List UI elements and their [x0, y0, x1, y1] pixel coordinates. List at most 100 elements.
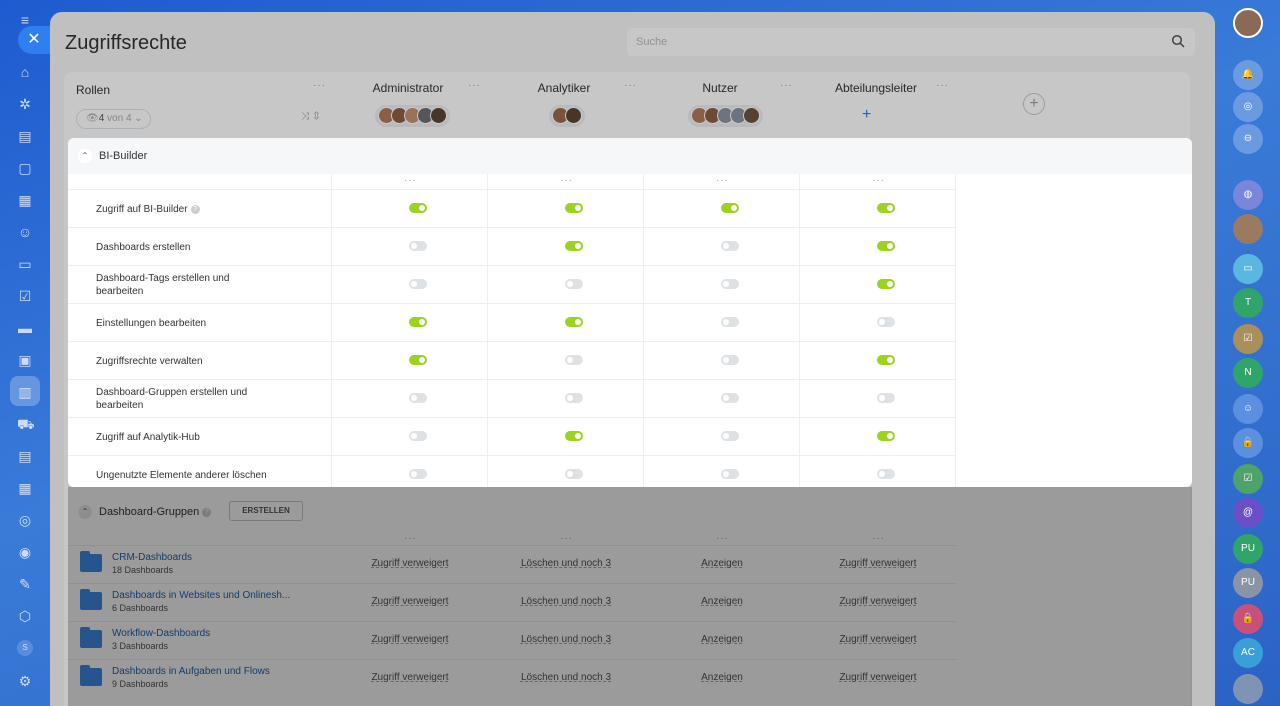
permission-toggle[interactable] — [409, 393, 427, 403]
permission-toggle[interactable] — [565, 279, 583, 289]
analytiker-avatars[interactable] — [549, 105, 585, 127]
schedule-icon[interactable]: ▦ — [18, 480, 32, 496]
create-button[interactable]: ERSTELLEN — [229, 501, 303, 521]
chat-badge-pu[interactable]: PU — [1233, 534, 1263, 564]
permission-toggle[interactable] — [877, 241, 895, 251]
access-level-link[interactable]: Zugriff verweigert — [839, 596, 917, 607]
group-name-link[interactable]: Workflow-Dashboards — [112, 628, 211, 639]
access-level-link[interactable]: Zugriff verweigert — [839, 634, 917, 645]
permission-toggle[interactable] — [409, 355, 427, 365]
col-more-icon[interactable]: ··· — [872, 175, 885, 186]
access-level-link[interactable]: Löschen und noch 3 — [520, 672, 612, 683]
badge-s[interactable]: S — [17, 640, 33, 656]
chat-lock-icon[interactable]: 🔒 — [1233, 428, 1263, 458]
robot-icon[interactable]: ◎ — [18, 512, 32, 528]
copilot-icon[interactable]: ◍ — [1233, 180, 1263, 210]
settings-icon[interactable]: ⚙ — [18, 673, 32, 689]
permission-toggle[interactable] — [565, 317, 583, 327]
chevron-up-icon[interactable]: ⌃ — [78, 505, 92, 519]
access-level-link[interactable]: Anzeigen — [701, 634, 743, 645]
permission-toggle[interactable] — [721, 469, 739, 479]
help-icon[interactable]: ? — [190, 204, 200, 214]
add-role-button[interactable]: + — [1023, 93, 1045, 115]
chat-team-icon[interactable]: ☺ — [1233, 394, 1263, 424]
roles-filter[interactable]: 👁4 von 4 ⌄ — [76, 109, 151, 129]
permission-toggle[interactable] — [877, 469, 895, 479]
group-name-link[interactable]: Dashboards in Aufgaben und Flows — [112, 666, 270, 677]
permission-toggle[interactable] — [877, 317, 895, 327]
documents-icon[interactable]: ▭ — [18, 256, 32, 272]
chat-at-icon[interactable]: @ — [1233, 498, 1263, 528]
administrator-more-icon[interactable]: ··· — [468, 80, 481, 91]
permission-toggle[interactable] — [409, 317, 427, 327]
sign-icon[interactable]: ✎ — [19, 576, 31, 592]
access-level-link[interactable]: Löschen und noch 3 — [520, 596, 612, 607]
permission-toggle[interactable] — [721, 279, 739, 289]
analytiker-more-icon[interactable]: ··· — [624, 80, 637, 91]
permission-toggle[interactable] — [877, 393, 895, 403]
col-more-icon[interactable]: ··· — [560, 175, 573, 186]
permission-toggle[interactable] — [721, 393, 739, 403]
col-more-icon[interactable]: ··· — [716, 175, 729, 186]
close-icon[interactable]: ✕ — [18, 26, 50, 54]
col-more-icon[interactable]: ··· — [872, 533, 885, 544]
permission-toggle[interactable] — [409, 279, 427, 289]
search-icon[interactable] — [1171, 34, 1185, 48]
home-icon[interactable]: ⌂ — [20, 64, 30, 80]
access-level-link[interactable]: Anzeigen — [701, 558, 743, 569]
chat-task-icon[interactable]: ☑ — [1233, 324, 1263, 354]
search-input[interactable]: Suche — [627, 28, 1195, 56]
group-name-link[interactable]: Dashboards in Websites und Onlinesh... — [112, 590, 291, 601]
add-member-icon[interactable]: + — [862, 106, 872, 123]
contacts-icon[interactable]: ☺ — [17, 224, 33, 240]
crm-icon[interactable]: ▬ — [18, 320, 32, 336]
permission-toggle[interactable] — [877, 355, 895, 365]
permission-toggle[interactable] — [565, 393, 583, 403]
support-avatar[interactable] — [1233, 674, 1263, 704]
administrator-avatars[interactable] — [375, 105, 450, 127]
permission-toggle[interactable] — [409, 241, 427, 251]
access-level-link[interactable]: Löschen und noch 3 — [520, 634, 612, 645]
cart-icon[interactable]: ⛟ — [17, 416, 35, 432]
bell-icon[interactable]: 🔔 — [1233, 60, 1263, 90]
access-level-link[interactable]: Zugriff verweigert — [371, 634, 449, 645]
permission-toggle[interactable] — [721, 241, 739, 251]
col-more-icon[interactable]: ··· — [404, 533, 417, 544]
chat-icon[interactable]: ▢ — [18, 160, 32, 176]
chat-badge-n[interactable]: N — [1233, 358, 1263, 388]
permission-toggle[interactable] — [877, 431, 895, 441]
permission-toggle[interactable] — [721, 317, 739, 327]
col-more-icon[interactable]: ··· — [560, 533, 573, 544]
abteilungsleiter-more-icon[interactable]: ··· — [936, 80, 949, 91]
roles-more-icon[interactable]: ··· — [313, 80, 326, 91]
nutzer-avatars[interactable] — [688, 105, 763, 127]
permission-toggle[interactable] — [565, 203, 583, 213]
sort-icon[interactable]: ⤨ ⇕ — [301, 111, 321, 122]
flow-icon[interactable]: ✲ — [19, 96, 31, 112]
permission-toggle[interactable] — [877, 203, 895, 213]
help-icon[interactable]: ? — [202, 507, 212, 517]
permission-toggle[interactable] — [565, 431, 583, 441]
permission-toggle[interactable] — [565, 355, 583, 365]
access-level-link[interactable]: Löschen und noch 3 — [520, 558, 612, 569]
access-level-link[interactable]: Zugriff verweigert — [839, 558, 917, 569]
chat-badge-pu-2[interactable]: PU — [1233, 568, 1263, 598]
nutzer-more-icon[interactable]: ··· — [780, 80, 793, 91]
permission-toggle[interactable] — [565, 469, 583, 479]
permission-toggle[interactable] — [721, 355, 739, 365]
feed-icon[interactable]: ▤ — [18, 128, 32, 144]
user-avatar[interactable] — [1233, 8, 1263, 38]
chat-avatar[interactable] — [1233, 214, 1263, 244]
chevron-up-icon[interactable]: ⌃ — [78, 149, 92, 163]
calendar-icon[interactable]: ▦ — [18, 192, 32, 208]
chat-check-icon[interactable]: ☑ — [1233, 464, 1263, 494]
permission-toggle[interactable] — [877, 279, 895, 289]
access-level-link[interactable]: Zugriff verweigert — [839, 672, 917, 683]
permission-toggle[interactable] — [565, 241, 583, 251]
chat-group-icon[interactable]: ▭ — [1233, 254, 1263, 284]
access-level-link[interactable]: Zugriff verweigert — [371, 672, 449, 683]
permission-toggle[interactable] — [721, 203, 739, 213]
access-level-link[interactable]: Zugriff verweigert — [371, 558, 449, 569]
col-more-icon[interactable]: ··· — [404, 175, 417, 186]
chat-lock-red-icon[interactable]: 🔒 — [1233, 604, 1263, 634]
